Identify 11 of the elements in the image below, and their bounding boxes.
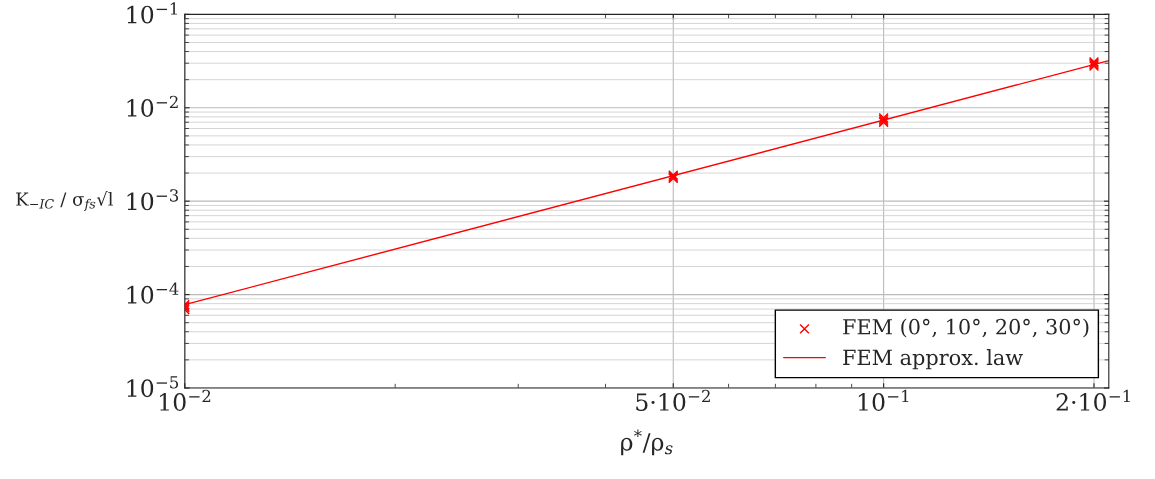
y-tick-label: 10$^{−3}$: [127, 189, 179, 211]
x-tick-label: 10$^{−1}$: [858, 389, 909, 411]
x-axis-title: ρ$^{*}$/ρ$_{s}$: [621, 429, 673, 456]
legend-label: FEM approx. law: [843, 349, 1023, 370]
y-tick-label: 10$^{−2}$: [127, 95, 178, 117]
x-tick-label: 2·10$^{−1}$: [1056, 389, 1130, 411]
y-axis-title: K$_{−IC}$ / σ$_{fs}$√l: [16, 190, 113, 212]
x-tick-label: 5·10$^{−2}$: [636, 389, 710, 411]
y-tick-label: 10$^{−4}$: [127, 282, 179, 304]
legend-label: FEM (0°, 10°, 20°, 30°): [843, 318, 1089, 338]
y-tick-label: 10$^{−1}$: [127, 2, 177, 24]
